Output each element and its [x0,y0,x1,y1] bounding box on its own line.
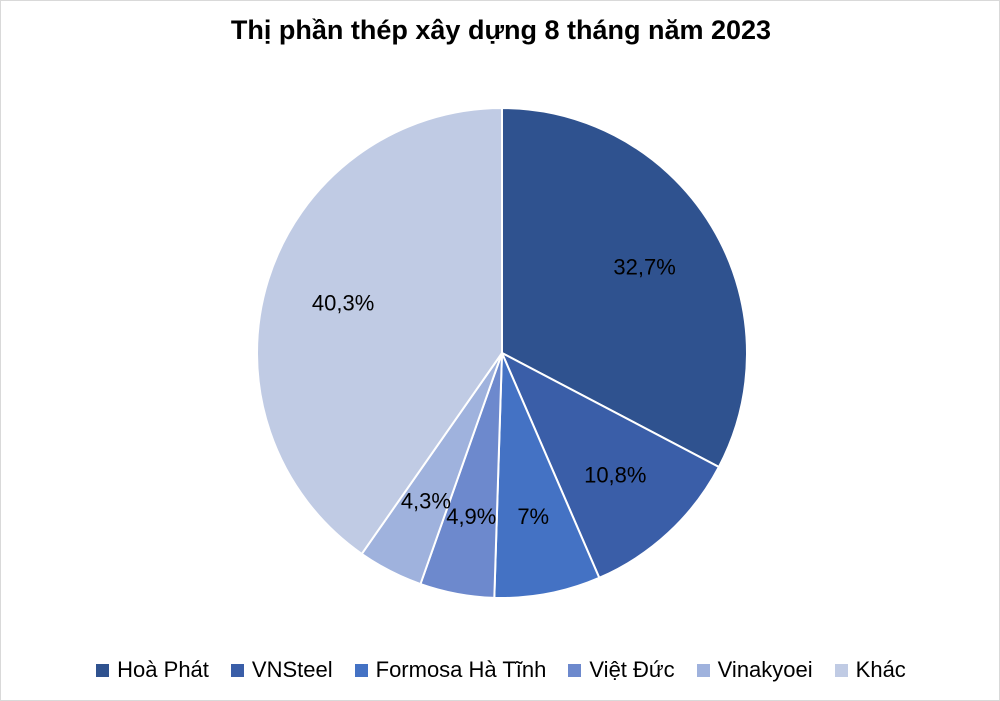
legend-label-2: Formosa Hà Tĩnh [375,657,547,682]
legend-label-5: Khác [855,657,906,682]
legend-label-1: VNSteel [251,657,333,682]
legend-label-4: Vinakyoei [717,657,813,682]
slice-value-label-2: 7% [517,504,549,529]
chart-title: Thị phần thép xây dựng 8 tháng năm 2023 [230,15,772,45]
legend-swatch-3 [568,663,582,677]
legend-item-4: Vinakyoei [696,657,813,683]
legend-item-0: Hoà Phát [96,657,209,683]
legend-swatch-4 [696,663,710,677]
slice-value-label-5: 40,3% [312,291,374,316]
chart-legend: Hoà Phát VNSteel Formosa Hà Tĩnh Việt Đức Vi… [1,657,999,683]
legend-item-3: Việt Đức [568,657,675,683]
slice-value-label-4: 4,3% [401,489,451,514]
legend-label-3: Việt Đức [589,657,675,682]
legend-swatch-2 [354,663,368,677]
legend-swatch-1 [230,663,244,677]
slice-value-label-1: 10,8% [584,463,646,488]
legend-swatch-0 [96,663,110,677]
legend-item-1: VNSteel [230,657,333,683]
legend-item-2: Formosa Hà Tĩnh [354,657,547,683]
slice-value-label-0: 32,7% [613,254,675,279]
pie-slice-1 [499,350,721,580]
pie-slice-0 [501,106,748,469]
pie-slice-2 [493,352,601,599]
slice-value-label-3: 4,9% [446,504,496,529]
legend-item-5: Khác [834,657,906,683]
legend-label-0: Hoà Phát [117,657,209,682]
pie-slice-5 [256,106,503,556]
legend-swatch-5 [834,663,848,677]
